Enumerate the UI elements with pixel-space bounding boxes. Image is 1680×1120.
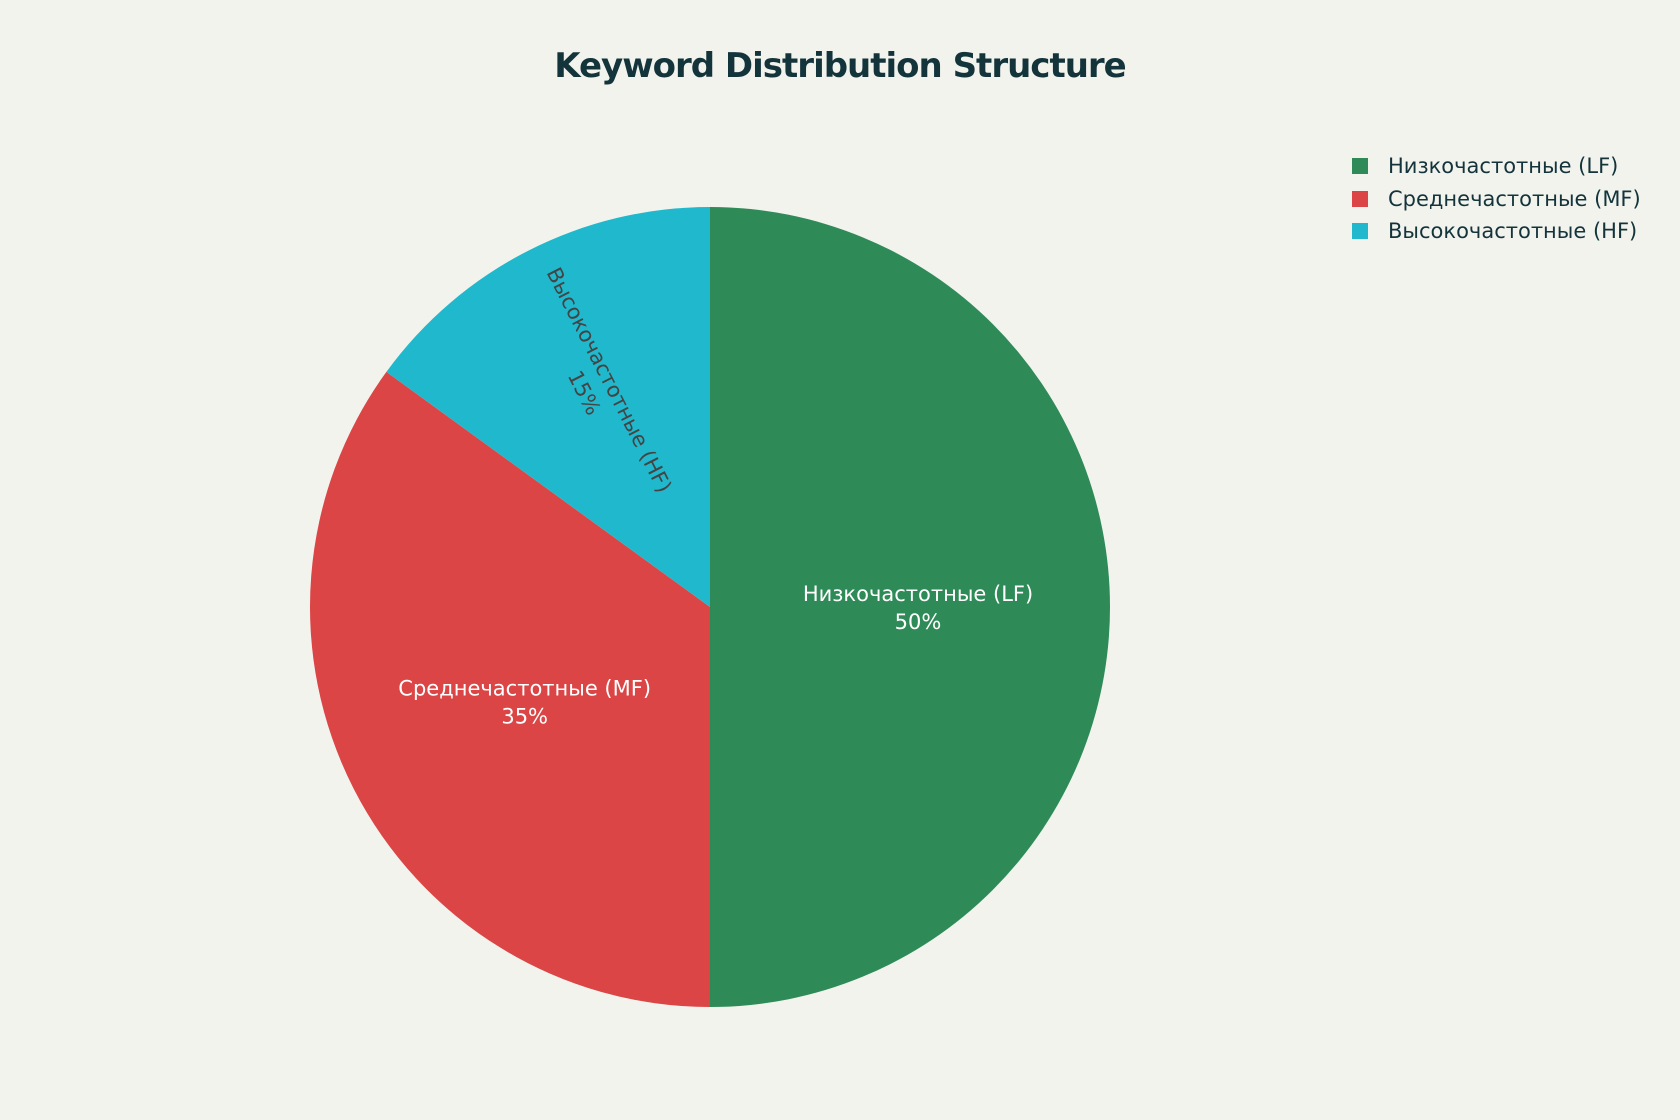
slice-label-lf: Низкочастотные (LF) 50% [803, 582, 1033, 634]
slice-value-label: 35% [501, 704, 548, 728]
pie-slices [309, 206, 1110, 1008]
slice-category-label: Среднечастотные (MF) [398, 676, 651, 700]
legend-item-lf[interactable]: Низкочастотные (LF) [1352, 150, 1641, 183]
pie-slice-hf [386, 206, 710, 607]
legend-swatch [1352, 158, 1368, 175]
legend-label: Высокочастотные (HF) [1388, 219, 1638, 244]
legend-label: Среднечастотные (MF) [1388, 186, 1641, 211]
legend-item-hf[interactable]: Высокочастотные (HF) [1352, 215, 1641, 248]
legend-swatch [1352, 223, 1368, 240]
slice-category-label: Низкочастотные (LF) [803, 582, 1033, 606]
slice-value-label: 50% [895, 610, 942, 634]
pie-slice-lf [710, 207, 1110, 1007]
slice-label-mf: Среднечастотные (MF) 35% [398, 676, 651, 728]
chart-title: Keyword Distribution Structure [554, 46, 1126, 86]
legend-label: Низкочастотные (LF) [1388, 154, 1619, 179]
legend-swatch [1352, 190, 1368, 207]
legend-item-mf[interactable]: Среднечастотные (MF) [1352, 183, 1641, 216]
legend: Низкочастотные (LF) Среднечастотные (MF) В… [1352, 150, 1641, 248]
pie-slice-mf [309, 371, 710, 1008]
